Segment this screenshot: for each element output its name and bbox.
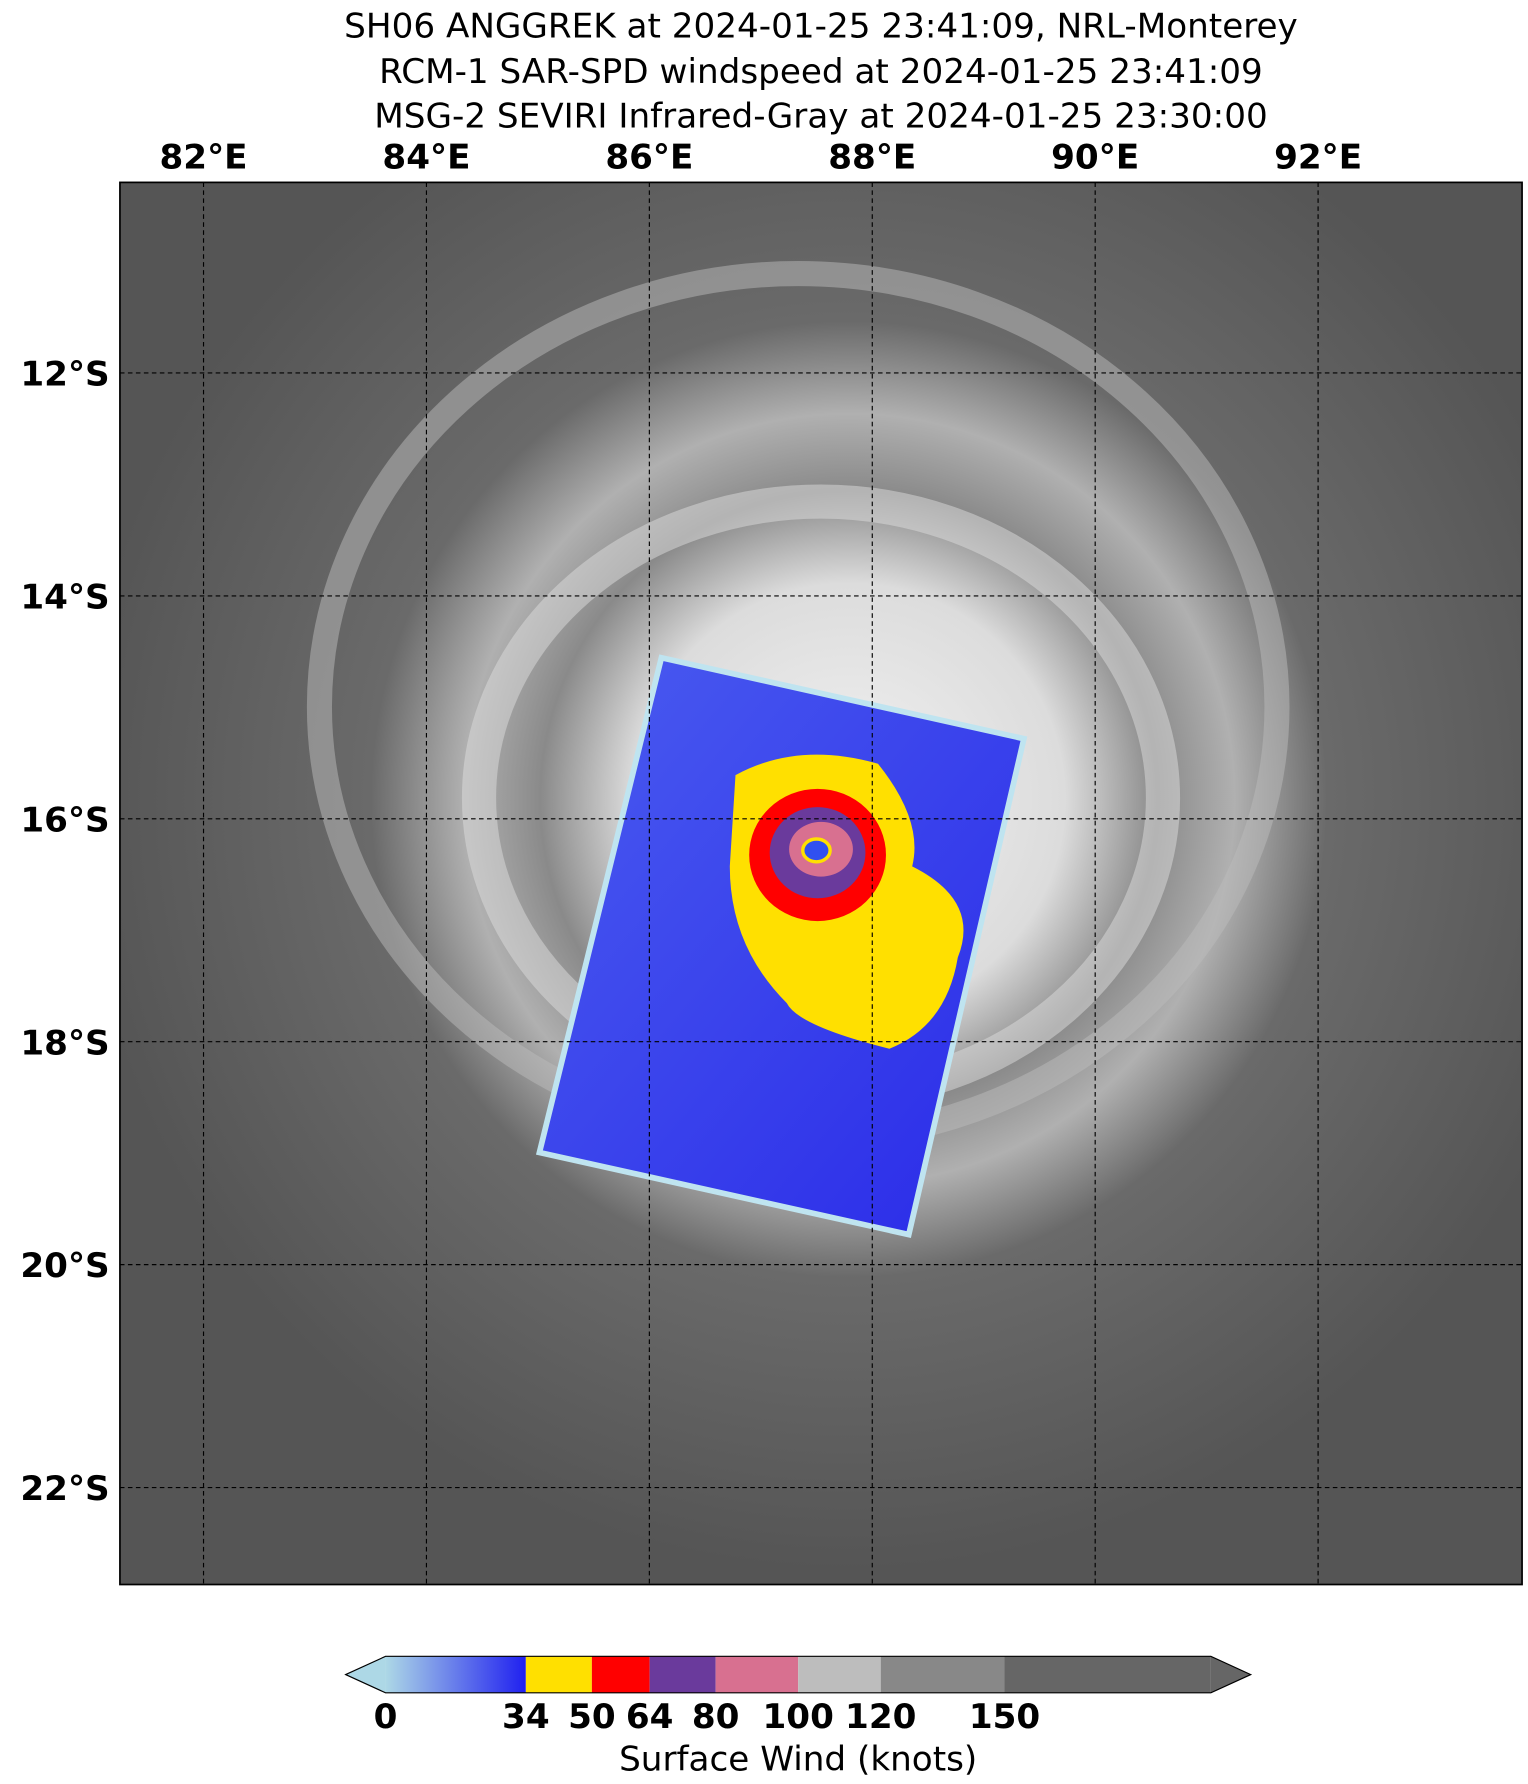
colorbar-segment xyxy=(1004,1656,1211,1693)
colorbar-segment xyxy=(798,1656,881,1693)
colorbar-tick-label: 100 xyxy=(763,1697,834,1737)
colorbar-segment xyxy=(591,1656,650,1693)
colorbar-tick-label: 50 xyxy=(568,1697,616,1737)
map-frame xyxy=(119,181,1523,1586)
y-tick-label: 22°S xyxy=(20,1469,109,1509)
colorbar-extend-low xyxy=(345,1656,386,1693)
colorbar-segment xyxy=(715,1656,799,1693)
x-tick-label: 90°E xyxy=(1051,138,1139,178)
colorbar-tick-label: 64 xyxy=(626,1697,674,1737)
y-tick-label: 18°S xyxy=(20,1023,109,1063)
colorbar-segment xyxy=(649,1656,716,1693)
colorbar-tick-label: 0 xyxy=(374,1697,398,1737)
colorbar-tick-label: 150 xyxy=(969,1697,1040,1737)
y-tick-label: 12°S xyxy=(20,355,109,395)
colorbar-tick-label: 120 xyxy=(845,1697,916,1737)
colorbar-tick-label: 34 xyxy=(502,1697,550,1737)
colorbar-outline xyxy=(344,1655,1253,1694)
colorbar-segment xyxy=(525,1656,592,1693)
colorbar-tick-label: 80 xyxy=(692,1697,740,1737)
x-tick-label: 92°E xyxy=(1274,138,1362,178)
colorbar-label: Surface Wind (knots) xyxy=(619,1739,977,1779)
y-tick-label: 20°S xyxy=(20,1246,109,1286)
satellite-image xyxy=(119,182,1523,1585)
y-tick-label: 14°S xyxy=(20,577,109,617)
colorbar-extend-high xyxy=(1210,1656,1251,1693)
x-tick-label: 84°E xyxy=(382,138,470,178)
x-tick-label: 82°E xyxy=(160,138,248,178)
y-tick-label: 16°S xyxy=(20,800,109,840)
x-tick-label: 88°E xyxy=(828,138,916,178)
title-line: RCM-1 SAR-SPD windspeed at 2024-01-25 23… xyxy=(379,52,1263,92)
x-tick-label: 86°E xyxy=(605,138,693,178)
title-line: SH06 ANGGREK at 2024-01-25 23:41:09, NRL… xyxy=(344,7,1298,47)
colorbar-segment xyxy=(385,1656,526,1693)
colorbar-segment xyxy=(880,1656,1005,1693)
title-line: MSG-2 SEVIRI Infrared-Gray at 2024-01-25… xyxy=(374,97,1267,137)
